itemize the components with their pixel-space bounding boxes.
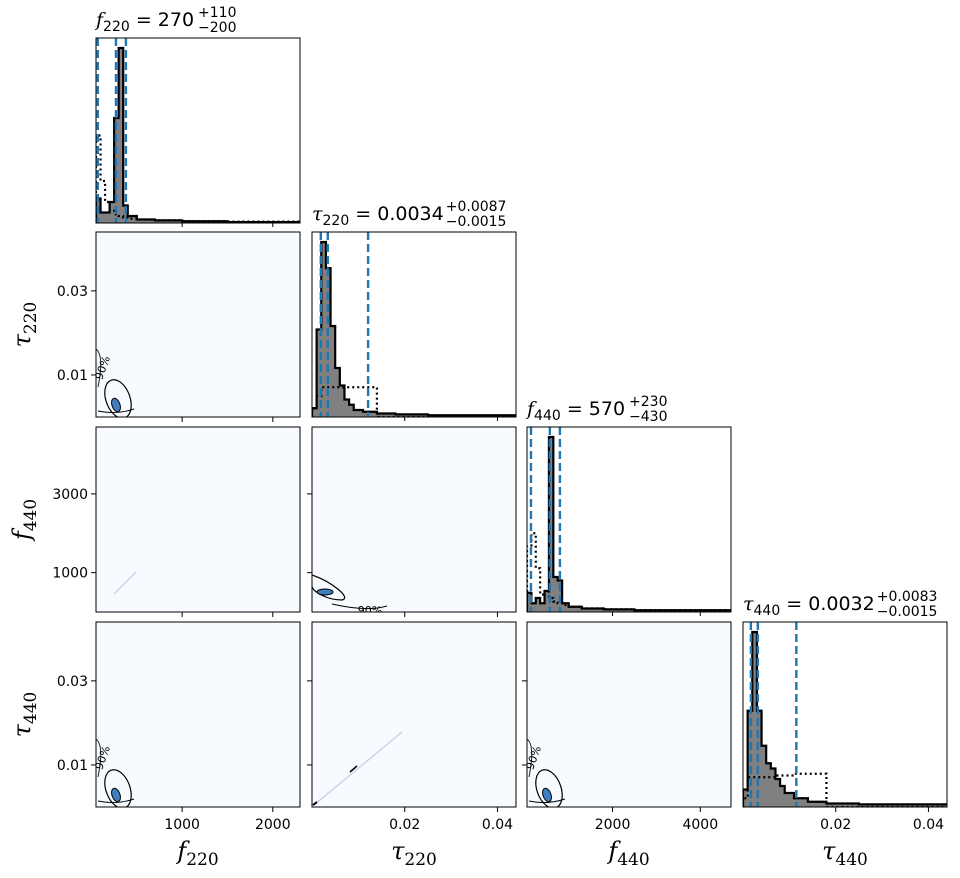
y-axis-label-t440: τ440 [8,692,41,738]
frame [95,426,301,613]
contour-outer [331,603,388,610]
contour-90 [527,738,533,778]
title-sub: −0.0015 [877,604,938,620]
prior-step-t220 [312,386,516,417]
contour-outer [528,798,566,804]
x-axis-label-t220: τ220 [391,837,437,870]
contour-core [111,397,121,413]
title-t220: τ220 = 0.0034 +0.0087−0.0015 [312,199,506,230]
y-tick-label: 3000 [52,487,88,503]
prior-step-f440 [527,532,731,612]
x-axis-label-f220: f220 [175,837,218,870]
title-sup: +110 [198,5,236,21]
y-tick-label: 1000 [52,566,88,582]
contour-50 [312,574,346,601]
prior-step-t440 [743,772,947,807]
title-sub: −430 [629,409,667,425]
posterior-step-f220 [96,46,300,223]
title-symbol: τ220 = 0.0034 [312,203,444,229]
frame-t220 [311,231,517,418]
panel-bg [96,232,300,417]
frame-f220 [95,37,301,224]
contour-core [542,787,552,803]
title-sub: −200 [198,20,236,36]
density-core [349,765,358,773]
density-corner [312,801,318,806]
panel-bg [312,622,516,807]
contour-50 [104,379,132,417]
x-tick-label: 1000 [164,817,200,833]
hist-panel-t440: τ440 = 0.0032 +0.0083−0.0015 0.02 0.04 τ440 [742,589,948,870]
density-streak [113,571,137,595]
hist-panel-f220: f220 = 270 +110−200 [94,5,301,227]
hist-panel-t220: τ220 = 0.0034 +0.0087−0.0015 [311,199,517,421]
x-tick-label: 0.02 [389,817,420,833]
x-axis-label-f440: f440 [606,837,649,870]
y-tick-label: 0.03 [57,284,88,300]
x-axis-label-t440: τ440 [822,837,868,870]
contour-outer [97,798,135,804]
x-tick-label: 2000 [255,817,291,833]
frame-t440 [742,621,948,808]
panel-t220-f440: 90% [307,426,517,617]
contour-outer [97,408,135,414]
y-tick-label: 0.03 [57,674,88,690]
title-t440: τ440 = 0.0032 +0.0083−0.0015 [743,589,937,620]
posterior-fill-t220 [312,242,516,417]
posterior-fill-t440 [743,632,947,807]
posterior-fill-f220 [96,48,300,223]
title-symbol: τ440 = 0.0032 [743,593,875,619]
title-f220: f220 = 270 +110−200 [94,5,237,36]
panel-bg [527,622,731,807]
frame [95,621,301,808]
frame [311,621,517,808]
x-tick-label: 0.04 [482,817,513,833]
contour-label: 90% [358,604,382,617]
title-symbol: f440 = 570 [525,398,625,424]
title-sup: +0.0087 [446,199,507,215]
posterior-fill-f440 [527,437,731,612]
y-tick-label: 0.01 [57,368,88,384]
x-tick-label: 4000 [682,817,718,833]
panel-t220-t440: 0.02 0.04 τ220 [307,621,517,870]
x-tick-label: 2000 [595,817,631,833]
prior-step-f220 [96,134,300,223]
contour-core [316,588,334,596]
frame [311,426,517,613]
title-sup: +0.0083 [877,589,938,605]
title-symbol: f220 = 270 [94,9,194,35]
y-tick-label: 0.01 [57,758,88,774]
panel-bg [96,622,300,807]
x-tick-label: 0.04 [913,817,944,833]
x-tick-label: 0.02 [820,817,851,833]
y-axis-label-t220: τ220 [8,302,41,348]
panel-bg [96,427,300,612]
hist-panel-f440: f440 = 570 +230−430 [525,394,732,616]
density-diagonal [313,731,403,806]
posterior-step-t440 [743,630,947,807]
title-sub: −0.0015 [446,214,507,230]
contour-50 [104,769,132,807]
contour-50 [535,769,563,807]
panel-bg [312,427,516,612]
frame-f440 [526,426,732,613]
contour-90 [96,738,102,778]
title-f440: f440 = 570 +230−430 [525,394,668,425]
title-sup: +230 [629,394,667,410]
contour-90 [96,348,102,388]
frame [95,231,301,418]
frame [526,621,732,808]
panel-f220-f440: 1000 3000 f440 [8,426,301,617]
contour-core [111,787,121,803]
y-axis-label-f440: f440 [8,499,41,542]
